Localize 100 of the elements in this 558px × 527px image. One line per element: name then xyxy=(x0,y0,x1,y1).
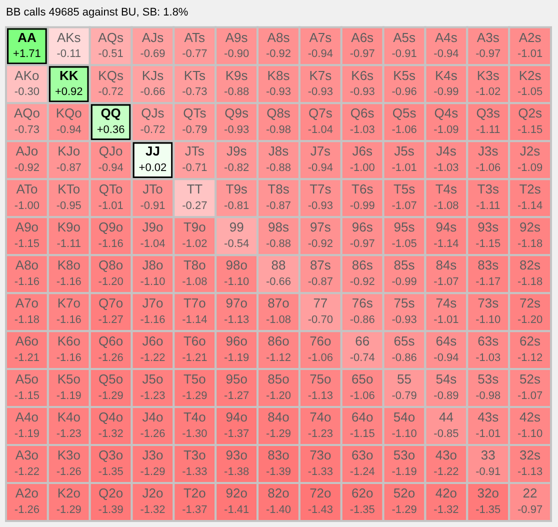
annotation: QJo xyxy=(98,144,123,159)
data-label: -1.10 xyxy=(224,276,250,288)
annotation: QQ xyxy=(100,106,121,121)
annotation: A2o xyxy=(15,486,39,501)
annotation: 96o xyxy=(226,334,248,349)
data-label: -1.26 xyxy=(98,352,124,364)
annotation: K2s xyxy=(518,68,542,83)
annotation: A4s xyxy=(434,30,458,45)
annotation: J4o xyxy=(142,410,164,425)
annotation: Q7s xyxy=(308,106,333,121)
annotation: KQo xyxy=(56,106,82,121)
data-label: -1.40 xyxy=(266,504,292,516)
annotation: T2s xyxy=(519,182,542,197)
data-label: -0.94 xyxy=(308,162,333,174)
data-label: -1.19 xyxy=(224,352,250,364)
data-label: +0.36 xyxy=(96,124,125,136)
data-label: -0.91 xyxy=(476,466,501,478)
annotation: K6s xyxy=(351,68,374,83)
annotation: 92o xyxy=(226,486,248,501)
annotation: 88 xyxy=(271,258,286,273)
data-label: -1.13 xyxy=(308,390,333,402)
data-label: -0.90 xyxy=(224,48,250,60)
data-label: -0.94 xyxy=(98,162,124,174)
data-label: -1.23 xyxy=(56,428,82,440)
annotation: 64o xyxy=(351,410,374,425)
data-label: -1.18 xyxy=(14,314,40,326)
annotation: 73o xyxy=(310,448,332,463)
data-label: -0.95 xyxy=(56,200,82,212)
data-label: -0.79 xyxy=(392,390,417,402)
data-label: -1.08 xyxy=(182,276,208,288)
annotation: K9s xyxy=(225,68,248,83)
data-label: -0.74 xyxy=(350,352,375,364)
data-label: -1.24 xyxy=(350,466,375,478)
data-label: -1.11 xyxy=(56,238,82,250)
annotation: T2o xyxy=(183,486,206,501)
data-label: -1.13 xyxy=(518,466,543,478)
annotation: 32o xyxy=(477,486,499,501)
annotation: J5o xyxy=(142,372,164,387)
annotation: Q5o xyxy=(98,372,124,387)
annotation: A6o xyxy=(15,334,39,349)
data-label: -1.33 xyxy=(308,466,333,478)
data-label: -0.30 xyxy=(14,86,40,98)
annotation: 83s xyxy=(478,258,500,273)
annotation: AKs xyxy=(56,30,82,45)
annotation: 42s xyxy=(520,410,542,425)
data-label: -0.54 xyxy=(224,238,250,250)
annotation: Q4s xyxy=(434,106,459,121)
data-label: -1.20 xyxy=(98,276,124,288)
annotation: Q6o xyxy=(98,334,124,349)
annotation: 76o xyxy=(310,334,332,349)
annotation: A4o xyxy=(15,410,39,425)
annotation: 82s xyxy=(520,258,542,273)
annotation: KQs xyxy=(98,68,124,83)
annotation: T7o xyxy=(183,296,206,311)
annotation: T6s xyxy=(352,182,374,197)
annotation: 95s xyxy=(394,220,416,235)
data-label: -0.97 xyxy=(518,504,543,516)
annotation: Q8s xyxy=(266,106,291,121)
annotation: K7s xyxy=(309,68,332,83)
data-label: -0.99 xyxy=(434,86,459,98)
annotation: 22 xyxy=(522,486,538,501)
data-label: -1.06 xyxy=(476,162,501,174)
annotation: Q3s xyxy=(476,106,501,121)
data-label: -1.23 xyxy=(308,428,333,440)
data-label: -1.15 xyxy=(476,238,501,250)
annotation: 62s xyxy=(520,334,542,349)
data-label: -0.94 xyxy=(308,48,333,60)
annotation: 64s xyxy=(436,334,458,349)
data-label: -0.79 xyxy=(182,124,208,136)
annotation: JTo xyxy=(142,182,163,197)
data-label: -1.16 xyxy=(56,276,82,288)
data-label: -0.94 xyxy=(434,48,459,60)
data-label: -1.23 xyxy=(140,390,166,402)
annotation: 54o xyxy=(393,410,416,425)
annotation: ATs xyxy=(184,30,206,45)
data-label: -1.35 xyxy=(350,504,375,516)
annotation: J6o xyxy=(142,334,164,349)
data-label: -1.03 xyxy=(434,162,459,174)
annotation: AQs xyxy=(98,30,124,45)
data-label: -0.93 xyxy=(308,86,333,98)
annotation: 93o xyxy=(226,448,248,463)
data-label: -0.82 xyxy=(224,162,250,174)
annotation: AQo xyxy=(14,106,40,121)
annotation: J5s xyxy=(394,144,415,159)
data-label: +1.71 xyxy=(13,48,41,60)
data-label: -1.10 xyxy=(518,428,543,440)
data-label: -1.29 xyxy=(182,390,208,402)
annotation: ATo xyxy=(16,182,38,197)
annotation: K5s xyxy=(393,68,416,83)
annotation: 84o xyxy=(268,410,290,425)
annotation: A6s xyxy=(351,30,374,45)
data-label: -1.00 xyxy=(14,200,40,212)
data-label: -1.17 xyxy=(476,276,501,288)
annotation: 96s xyxy=(352,220,374,235)
annotation: J9o xyxy=(142,220,164,235)
annotation: AKo xyxy=(14,68,40,83)
data-label: -0.93 xyxy=(308,200,333,212)
annotation: 85o xyxy=(268,372,290,387)
annotation: 87o xyxy=(268,296,290,311)
annotation: J7o xyxy=(142,296,164,311)
